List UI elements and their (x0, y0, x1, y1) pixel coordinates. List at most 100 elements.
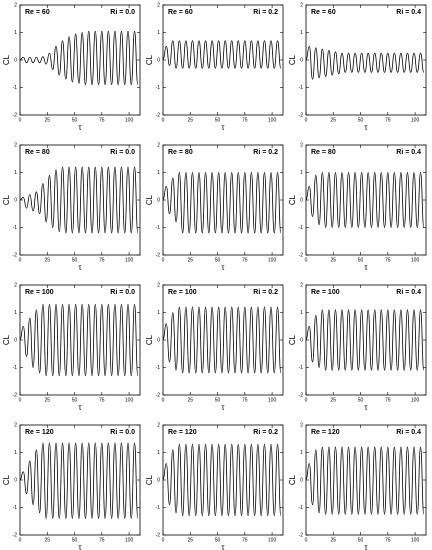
y-tick-label: -2 (156, 112, 161, 118)
y-tick-label: 1 (300, 30, 303, 36)
y-tick-label: -1 (299, 365, 304, 371)
y-axis-label: CL (145, 334, 154, 345)
y-tick-label: 1 (157, 170, 160, 176)
x-tick-label: 0 (162, 117, 165, 123)
annotation: Re = 100 (168, 289, 197, 296)
y-tick-label: -1 (299, 225, 304, 231)
x-tick-label: 75 (385, 537, 391, 543)
annotation: Ri = 0.0 (110, 149, 135, 156)
y-tick-label: 0 (300, 57, 303, 63)
y-tick-label: 0 (157, 57, 160, 63)
x-axis-label: τ (78, 123, 82, 132)
y-tick-label: -2 (13, 252, 18, 258)
signal-line (305, 172, 425, 228)
y-tick-label: -1 (13, 505, 18, 511)
x-tick-label: 50 (215, 117, 221, 123)
x-axis-label: τ (364, 543, 368, 550)
y-tick-label: -1 (13, 85, 18, 91)
y-tick-label: 1 (300, 170, 303, 176)
x-tick-label: 0 (162, 257, 165, 263)
x-tick-label: 75 (99, 117, 105, 123)
x-axis-label: τ (364, 123, 368, 132)
y-tick-label: -2 (299, 392, 304, 398)
x-tick-label: 100 (411, 537, 420, 543)
x-tick-label: 25 (44, 257, 50, 263)
annotation: Ri = 0.2 (253, 429, 278, 436)
annotation: Re = 120 (311, 429, 340, 436)
y-tick-label: -1 (156, 505, 161, 511)
y-tick-label: 2 (14, 422, 17, 428)
x-tick-label: 50 (72, 537, 78, 543)
x-tick-label: 100 (268, 257, 277, 263)
x-tick-label: 0 (162, 397, 165, 403)
y-axis-label: CL (288, 334, 297, 345)
x-tick-label: 75 (385, 257, 391, 263)
x-tick-label: 50 (72, 397, 78, 403)
y-tick-label: 2 (14, 2, 17, 8)
y-axis-label: CL (2, 334, 11, 345)
y-tick-label: 2 (300, 282, 303, 288)
x-axis-label: τ (221, 263, 225, 272)
y-axis-label: CL (145, 54, 154, 65)
x-tick-label: 50 (72, 257, 78, 263)
annotation: Re = 80 (168, 149, 193, 156)
x-axis-label: τ (364, 403, 368, 412)
y-tick-label: 0 (157, 477, 160, 483)
signal-line (162, 443, 282, 517)
y-tick-label: 0 (157, 197, 160, 203)
signal-line (305, 446, 425, 515)
x-tick-label: 25 (187, 397, 193, 403)
x-tick-label: 25 (330, 257, 336, 263)
y-tick-label: 1 (157, 450, 160, 456)
x-tick-label: 0 (19, 257, 22, 263)
x-tick-label: 0 (305, 537, 308, 543)
y-tick-label: -1 (299, 505, 304, 511)
y-tick-label: -2 (13, 532, 18, 538)
annotation: Ri = 0.4 (396, 289, 421, 296)
x-tick-label: 50 (215, 397, 221, 403)
annotation: Ri = 0.0 (110, 9, 135, 16)
x-tick-label: 25 (44, 397, 50, 403)
annotation: Re = 80 (311, 149, 336, 156)
x-tick-label: 25 (187, 257, 193, 263)
signal-line (162, 306, 282, 374)
annotation: Ri = 0.4 (396, 429, 421, 436)
signal-line (162, 172, 282, 234)
annotation: Re = 60 (311, 9, 336, 16)
y-tick-label: -1 (156, 365, 161, 371)
x-tick-label: 75 (242, 117, 248, 123)
x-tick-label: 50 (215, 257, 221, 263)
y-tick-label: 1 (14, 30, 17, 36)
y-tick-label: 0 (14, 337, 17, 343)
x-tick-label: 75 (385, 397, 391, 403)
y-tick-label: 2 (157, 422, 160, 428)
signal-line (305, 45, 425, 80)
x-tick-label: 0 (305, 397, 308, 403)
x-tick-label: 100 (125, 537, 134, 543)
y-tick-label: -1 (156, 225, 161, 231)
y-axis-label: CL (2, 54, 11, 65)
x-tick-label: 100 (268, 117, 277, 123)
y-tick-label: 0 (14, 197, 17, 203)
x-tick-label: 25 (187, 537, 193, 543)
y-tick-label: 2 (300, 142, 303, 148)
y-tick-label: 2 (157, 2, 160, 8)
x-tick-label: 50 (358, 257, 364, 263)
annotation: Ri = 0.4 (396, 9, 421, 16)
x-tick-label: 100 (411, 117, 420, 123)
y-tick-label: 2 (14, 142, 17, 148)
annotation: Ri = 0.4 (396, 149, 421, 156)
x-tick-label: 25 (187, 117, 193, 123)
x-tick-label: 100 (125, 397, 134, 403)
y-axis-label: CL (2, 474, 11, 485)
signal-line (305, 309, 425, 371)
x-tick-label: 25 (330, 117, 336, 123)
annotation: Re = 100 (311, 289, 340, 296)
x-tick-label: 100 (268, 397, 277, 403)
annotation: Re = 120 (25, 429, 54, 436)
y-tick-label: 2 (14, 282, 17, 288)
x-tick-label: 75 (99, 397, 105, 403)
y-tick-label: 1 (157, 310, 160, 316)
y-tick-label: -2 (13, 112, 18, 118)
x-axis-label: τ (78, 263, 82, 272)
